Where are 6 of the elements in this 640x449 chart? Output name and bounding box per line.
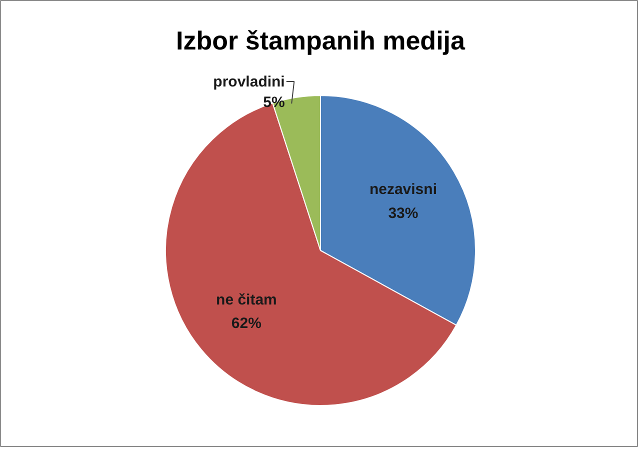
chart-title: Izbor štampanih medija [176,26,466,56]
data-label: 62% [231,315,262,332]
slice-label: ne čitam [216,291,277,308]
data-label: 33% [388,204,418,222]
slice-label: provladini [213,74,285,91]
slice-label: nezavisni [369,181,437,198]
